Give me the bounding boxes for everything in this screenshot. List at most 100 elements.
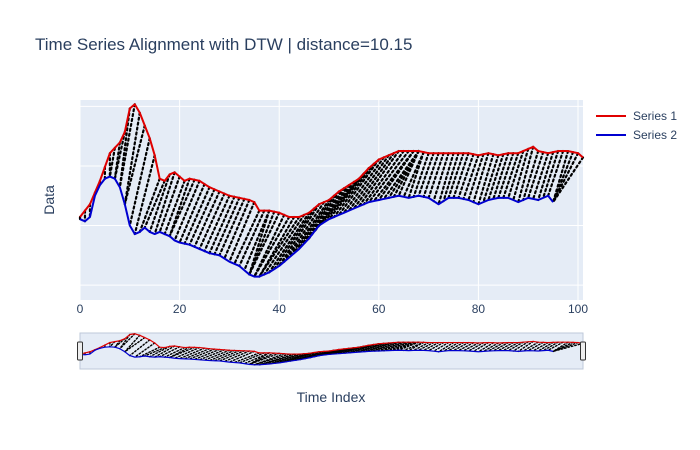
alignment-line — [542, 149, 560, 199]
alignment-line — [367, 149, 410, 204]
series-line-2 — [79, 346, 554, 366]
alignment-line — [154, 345, 176, 358]
alignment-line — [153, 171, 176, 236]
alignment-line — [457, 153, 475, 199]
alignment-line — [168, 178, 196, 238]
alignment-line — [253, 353, 290, 366]
alignment-line — [283, 201, 326, 263]
alignment-line — [134, 342, 156, 358]
alignment-line — [427, 341, 445, 352]
alignment-line — [278, 203, 321, 268]
x-tick-label: 40 — [273, 302, 287, 316]
alignment-line — [238, 352, 265, 364]
alignment-line — [492, 341, 509, 352]
alignment-line — [487, 153, 505, 202]
alignment-line — [447, 341, 465, 352]
alignment-line — [522, 341, 539, 352]
alignment-line — [442, 152, 460, 203]
alignment-line — [258, 215, 301, 278]
alignment-line — [432, 341, 450, 352]
alignment-line — [263, 352, 305, 366]
series-line-1 — [79, 103, 584, 219]
alignment-line — [223, 350, 251, 363]
legend-label: Series 1 — [633, 109, 677, 123]
alignment-line — [437, 341, 455, 353]
legend[interactable]: Series 1 Series 2 — [596, 109, 677, 142]
alignment-line — [358, 341, 400, 353]
alignment-line — [118, 103, 136, 189]
alignment-line — [363, 341, 405, 353]
alignment-line — [472, 341, 490, 353]
x-tick-label: 0 — [77, 302, 84, 316]
alignment-line — [228, 201, 256, 263]
alignment-line — [198, 192, 226, 251]
alignment-line — [322, 172, 365, 224]
alignment-line — [168, 346, 191, 359]
alignment-line — [288, 198, 331, 259]
alignment-line — [377, 149, 415, 202]
alignment-line — [517, 340, 534, 353]
alignment-line — [452, 341, 470, 352]
alignment-line — [422, 341, 440, 352]
alignment-line — [492, 152, 510, 201]
alignment-line — [552, 156, 585, 204]
alignment-line — [357, 149, 400, 208]
alignment-line — [138, 177, 161, 234]
alignment-line — [422, 152, 440, 198]
alignment-line — [353, 341, 395, 354]
alignment-line — [218, 197, 246, 257]
alignment-line — [343, 342, 385, 354]
alignment-line — [512, 147, 530, 202]
range-slider-series-lines — [79, 333, 584, 366]
alignment-line — [392, 149, 420, 198]
alignment-line — [522, 149, 540, 202]
x-tick-labels: 0 20 40 60 80 100 — [77, 302, 589, 316]
alignment-line — [368, 341, 410, 353]
alignment-line — [342, 156, 385, 214]
alignment-line — [188, 188, 216, 246]
legend-item-2[interactable]: Series 2 — [596, 128, 677, 142]
alignment-line — [228, 350, 256, 363]
alignment-line — [129, 339, 151, 357]
x-tick-label: 80 — [472, 302, 486, 316]
alignment-line — [113, 130, 126, 180]
alignment-line — [432, 152, 450, 203]
range-slider-left-handle[interactable] — [77, 341, 83, 361]
alignment-line — [233, 209, 261, 265]
alignment-line — [188, 348, 216, 360]
alignment-line — [442, 341, 460, 352]
alignment-line — [402, 151, 425, 198]
alignment-line — [213, 196, 241, 256]
alignment-line — [203, 349, 231, 361]
alignment-line — [462, 154, 480, 201]
alignment-line — [178, 182, 206, 244]
alignment-line — [248, 352, 280, 366]
alignment-line — [452, 152, 470, 199]
alignment-line — [238, 209, 266, 268]
chart-title: Time Series Alignment with DTW | distanc… — [35, 35, 412, 54]
range-slider-alignment-lines — [79, 333, 584, 366]
alignment-line — [532, 341, 549, 352]
range-slider-right-handle[interactable] — [580, 341, 586, 361]
alignment-line — [552, 342, 584, 353]
alignment-line — [193, 348, 221, 361]
alignment-line — [552, 152, 580, 204]
alignment-line — [447, 152, 465, 199]
alignment-line — [293, 194, 336, 255]
legend-label: Series 2 — [633, 128, 677, 142]
alignment-line — [542, 341, 559, 352]
alignment-line — [203, 194, 231, 253]
alignment-line — [427, 152, 445, 199]
alignment-line — [407, 341, 425, 352]
alignment-line — [482, 154, 500, 204]
alignment-line — [163, 179, 186, 236]
alignment-line — [124, 336, 146, 353]
alignment-line — [352, 152, 395, 210]
x-tick-label: 100 — [568, 302, 588, 316]
alignment-line — [378, 341, 415, 352]
legend-item-1[interactable]: Series 1 — [596, 109, 677, 123]
alignment-line — [258, 353, 300, 366]
alignment-line — [173, 346, 201, 359]
range-slider-handles[interactable] — [77, 341, 586, 361]
